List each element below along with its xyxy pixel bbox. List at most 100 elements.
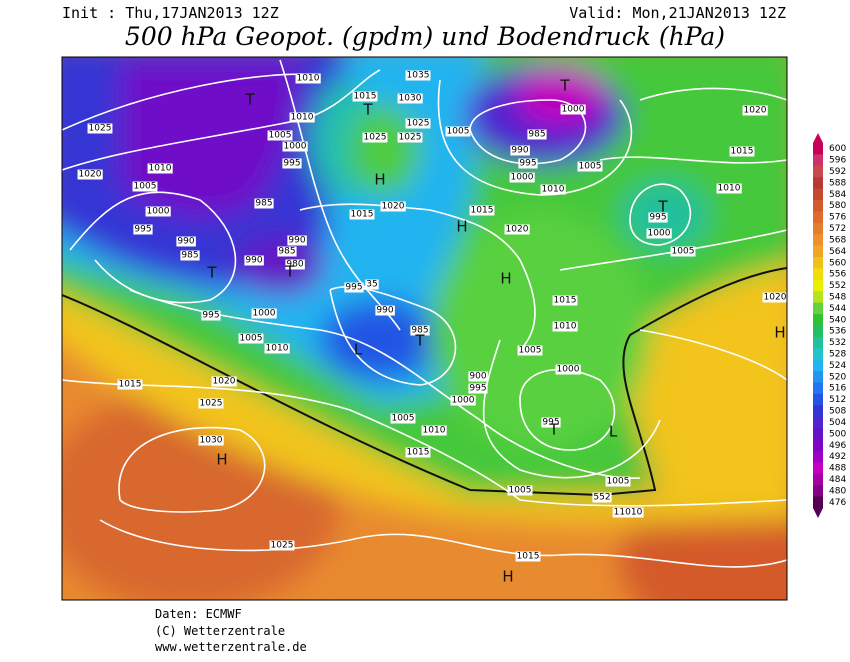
colorbar-swatch — [813, 382, 823, 395]
colorbar-swatch — [813, 405, 823, 418]
footer-source: Daten: ECMWF — [155, 607, 242, 621]
isobar-label-bg — [648, 212, 668, 223]
colorbar-label: 504 — [829, 418, 846, 428]
isobar-label-bg — [287, 235, 307, 246]
colorbar-label: 588 — [829, 178, 846, 188]
colorbar-swatch — [813, 371, 823, 384]
isobar-label-bg — [646, 228, 672, 239]
isobar-label: 1015 — [517, 552, 540, 562]
pressure-center: L — [354, 341, 363, 359]
isobar-label: 1005 — [519, 346, 542, 356]
isobar-label-bg — [541, 417, 561, 428]
colorbar-label: 540 — [829, 315, 846, 325]
colorbar-swatch — [813, 393, 823, 406]
colorbar: 6005965925885845805765725685645605565525… — [813, 133, 846, 518]
colorbar-swatch — [813, 462, 823, 475]
isobar-label-bg — [145, 206, 171, 217]
isobar-label-bg — [244, 255, 264, 266]
isobar-label-bg — [509, 172, 535, 183]
isobar-label: 1015 — [731, 147, 754, 157]
isobar-label: 1000 — [284, 142, 307, 152]
isobar-label-bg — [762, 292, 787, 303]
isobar-label: 1005 — [240, 334, 263, 344]
isobar-label: 1000 — [253, 309, 276, 319]
isobar-label: 1015 — [354, 92, 377, 102]
colorbar-label: 496 — [829, 441, 846, 451]
isobar-label-bg — [518, 158, 538, 169]
isobar-label: 985 — [528, 130, 545, 140]
isobar-label: 990 — [376, 306, 393, 316]
isobar-label: 1005 — [447, 127, 470, 137]
colorbar-label: 532 — [829, 338, 846, 348]
isobar-label: 1005 — [607, 477, 630, 487]
isobar-label-bg — [211, 376, 237, 387]
colorbar-label: 520 — [829, 372, 846, 382]
pressure-center: T — [559, 77, 570, 95]
colorbar-swatch — [813, 473, 823, 486]
isobar-label: 990 — [245, 256, 262, 266]
colorbar-swatch — [813, 302, 823, 315]
isobar-label-bg — [592, 492, 612, 503]
colorbar-label: 552 — [829, 281, 846, 291]
isobar-label: 1000 — [557, 365, 580, 375]
isobar-label: 1025 — [407, 119, 430, 129]
colorbar-label: 492 — [829, 452, 846, 462]
isobar-label-bg — [469, 205, 495, 216]
isobar-label: 1000 — [648, 229, 671, 239]
isobar-label-bg — [605, 476, 631, 487]
isobar-label: 900 — [469, 372, 486, 382]
isobar-label: 1010 — [297, 74, 320, 84]
isobar-label: 990 — [177, 237, 194, 247]
isobar-label-bg — [577, 161, 603, 172]
isobar-label-bg — [180, 250, 200, 261]
isobar-label: 995 — [134, 225, 151, 235]
colorbar-label: 576 — [829, 213, 846, 223]
pressure-center: T — [362, 101, 373, 119]
isobar-label-bg — [729, 146, 755, 157]
colorbar-swatch — [813, 165, 823, 178]
isobar-label-bg — [251, 308, 277, 319]
isobar-label-bg — [716, 183, 742, 194]
colorbar-swatch — [813, 485, 823, 498]
pressure-center: H — [456, 218, 467, 236]
isobar-label: 1005 — [672, 247, 695, 257]
isobar-label-bg — [264, 343, 290, 354]
isobar-label-bg — [176, 236, 196, 247]
colorbar-label: 560 — [829, 258, 846, 268]
pressure-center: H — [500, 270, 511, 288]
isobar-label-bg — [289, 112, 315, 123]
isobar-label-bg — [504, 224, 530, 235]
colorbar-label: 484 — [829, 475, 846, 485]
isobar-label-bg — [254, 198, 274, 209]
isobar-label-bg — [277, 246, 297, 257]
isobar-label: 995 — [283, 159, 300, 169]
colorbar-swatch — [813, 234, 823, 247]
colorbar-swatch — [813, 257, 823, 269]
isobar-label: 1005 — [392, 414, 415, 424]
colorbar-swatch — [813, 200, 823, 212]
isobar-label: 1010 — [266, 344, 289, 354]
isobar-label: 995 — [519, 159, 536, 169]
isobar-label-bg — [352, 91, 378, 102]
isobar-label: 1010 — [718, 184, 741, 194]
isobar-label: 985 — [411, 326, 428, 336]
isobar-label: 1000 — [147, 207, 170, 217]
isobar-label-bg — [269, 540, 295, 551]
isobar-label-bg — [450, 395, 476, 406]
colorbar-label: 556 — [829, 270, 846, 280]
colorbar-label: 480 — [829, 486, 846, 496]
isobar-label: 1015 — [471, 206, 494, 216]
isobar-label: 1005 — [269, 131, 292, 141]
colorbar-label: 568 — [829, 235, 846, 245]
isobar-label: 552 — [593, 493, 610, 503]
pressure-center: T — [548, 421, 559, 439]
isobar-label-bg — [380, 201, 406, 212]
isobar-label: 1000 — [562, 105, 585, 115]
isobar-label: 995 — [649, 213, 666, 223]
isobar-label-bg — [507, 485, 533, 496]
isobar-label: 11010 — [614, 508, 643, 518]
isobar-label: 995 — [469, 384, 486, 394]
isobar-label: 1025 — [364, 133, 387, 143]
